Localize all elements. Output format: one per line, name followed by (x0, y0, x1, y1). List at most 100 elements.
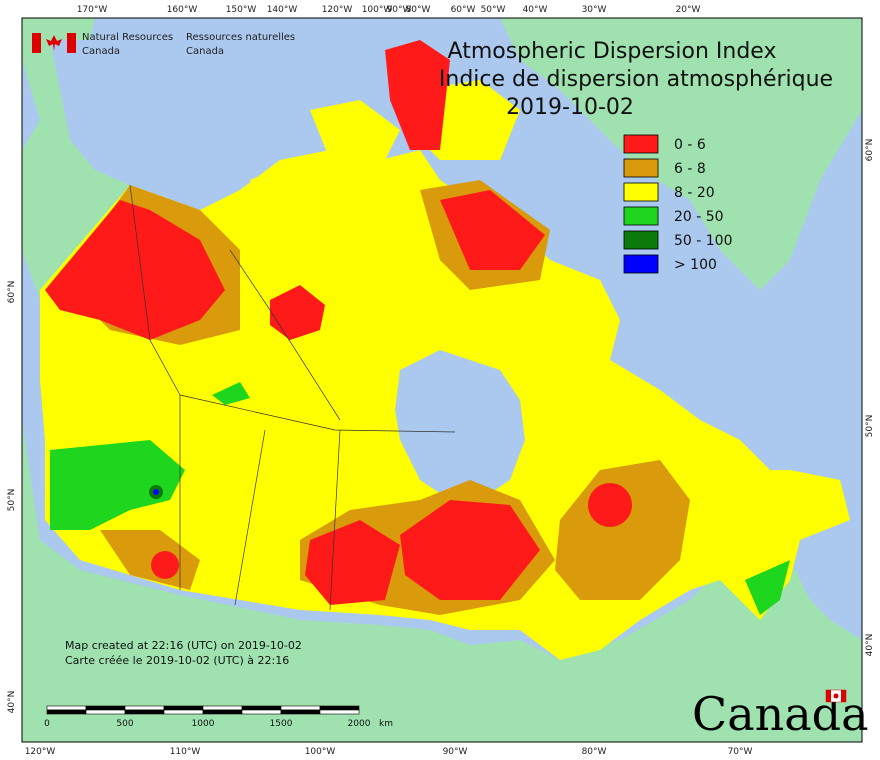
longitude-label: 170°W (77, 5, 108, 15)
scale-label: 500 (116, 719, 133, 729)
map-frame (21, 17, 863, 743)
frame (21, 17, 863, 743)
zone-0-6 (385, 40, 450, 150)
scale-segment (280, 709, 321, 715)
logo: Natural Resources Canada Ressources natu… (32, 32, 295, 57)
note: Carte créée le 2019-10-02 (UTC) à 22:16 (65, 654, 289, 667)
wordmark-flag (841, 690, 846, 702)
latitude-label: 50°N (865, 415, 875, 438)
scale-segment (319, 705, 360, 711)
scale-segment (280, 705, 321, 711)
longitude-label: 100°W (362, 5, 393, 15)
longitude-label: 100°W (305, 747, 336, 757)
graticule-labels: 170°W 160°W 150°W 140°W 120°W 100°W90°W80°W 60… (7, 5, 875, 757)
date: 2019-10-02 (506, 95, 634, 120)
longitude-label: 80°W (582, 747, 607, 757)
zone-0-6 (440, 190, 545, 270)
zone-0-6 (400, 500, 540, 600)
province-borders (129, 184, 456, 611)
scale-segment (85, 709, 126, 715)
legend-label: 20 - 50 (674, 209, 724, 225)
longitude-label: 20°W (676, 5, 701, 15)
zone-over-100 (153, 489, 159, 495)
legend-swatch (623, 254, 659, 274)
legend-label: > 100 (674, 257, 717, 273)
zone-0-6 (305, 520, 400, 605)
zone-20-50 (745, 560, 790, 615)
scale-unit: km (379, 719, 393, 729)
zone-0-6 (151, 551, 179, 579)
org-fr: Ressources naturelles (186, 32, 295, 43)
legend-label: 0 - 6 (674, 137, 706, 153)
longitude-label: 80°W (406, 5, 431, 15)
legend-swatch (623, 230, 659, 250)
scale-label: 1500 (270, 719, 293, 729)
scale-label: 2000 (348, 719, 371, 729)
longitude-label: 140°W (267, 5, 298, 15)
zone-0-6 (270, 285, 325, 340)
title: Indice de dispersion atmosphérique (439, 67, 833, 92)
legend-label: 8 - 20 (674, 185, 715, 201)
latitude-label: 40°N (865, 634, 875, 657)
scale-label: 0 (44, 719, 50, 729)
hudson-bay (395, 350, 525, 500)
scale-segment (163, 705, 204, 711)
longitude-label: 90°W (387, 5, 412, 15)
wordmark-flag (826, 690, 831, 702)
longitude-label: 60°W (451, 5, 476, 15)
scale-segment (319, 709, 360, 715)
longitude-label: 40°W (523, 5, 548, 15)
longitude-label: 150°W (226, 5, 257, 15)
longitude-label: 50°W (481, 5, 506, 15)
org-en: Canada (82, 46, 120, 57)
usa (22, 420, 862, 742)
wordmark: Canada (692, 687, 869, 741)
legend-swatch (623, 182, 659, 202)
longitude-label: 120°W (25, 747, 56, 757)
zone-6-8 (100, 530, 200, 590)
flag-bar (32, 33, 41, 53)
zone-6-8 (555, 460, 690, 600)
longitude-label: 70°W (728, 747, 753, 757)
maple-leaf (46, 35, 62, 51)
longitude-label: 120°W (322, 5, 353, 15)
longitude-label: 110°W (170, 747, 201, 757)
org-fr: Canada (186, 46, 224, 57)
scale-segment (163, 709, 204, 715)
zone-20-50 (212, 382, 250, 405)
latitude-label: 40°N (7, 691, 17, 714)
greenland (500, 18, 862, 290)
zone-0-6 (45, 200, 225, 340)
scale-segment (202, 709, 243, 715)
title: Atmospheric Dispersion Index (448, 39, 777, 64)
legend-label: 6 - 8 (674, 161, 706, 177)
scale-segment (46, 709, 87, 715)
scale-segment (85, 705, 126, 711)
latitude-label: 60°N (7, 281, 17, 304)
scale-segment (46, 705, 87, 711)
note: Map created at 22:16 (UTC) on 2019-10-02 (65, 639, 302, 652)
latitude-label: 50°N (7, 489, 17, 512)
org-en: Natural Resources (82, 32, 173, 43)
legend-label: 50 - 100 (674, 233, 733, 249)
scale-segment (202, 705, 243, 711)
legend-swatch (623, 134, 659, 154)
scale-segment (124, 705, 165, 711)
legend-swatch (623, 158, 659, 178)
zone-20-50 (50, 440, 185, 530)
scale-segment (241, 705, 282, 711)
legend: 0 - 6 6 - 8 8 - 20 20 - 50 50 - 100 > 100 (623, 134, 733, 274)
scale-bar: 0 500 1000 1500 2000 km (44, 705, 393, 729)
latitude-label: 60°N (865, 139, 875, 162)
zone-0-6 (588, 483, 632, 527)
scale-segment (241, 709, 282, 715)
scale-segment (124, 709, 165, 715)
longitude-label: 90°W (443, 747, 468, 757)
flag-bar (67, 33, 76, 53)
longitude-label: 160°W (167, 5, 198, 15)
wordmark-leaf (833, 693, 839, 699)
scale-label: 1000 (192, 719, 215, 729)
